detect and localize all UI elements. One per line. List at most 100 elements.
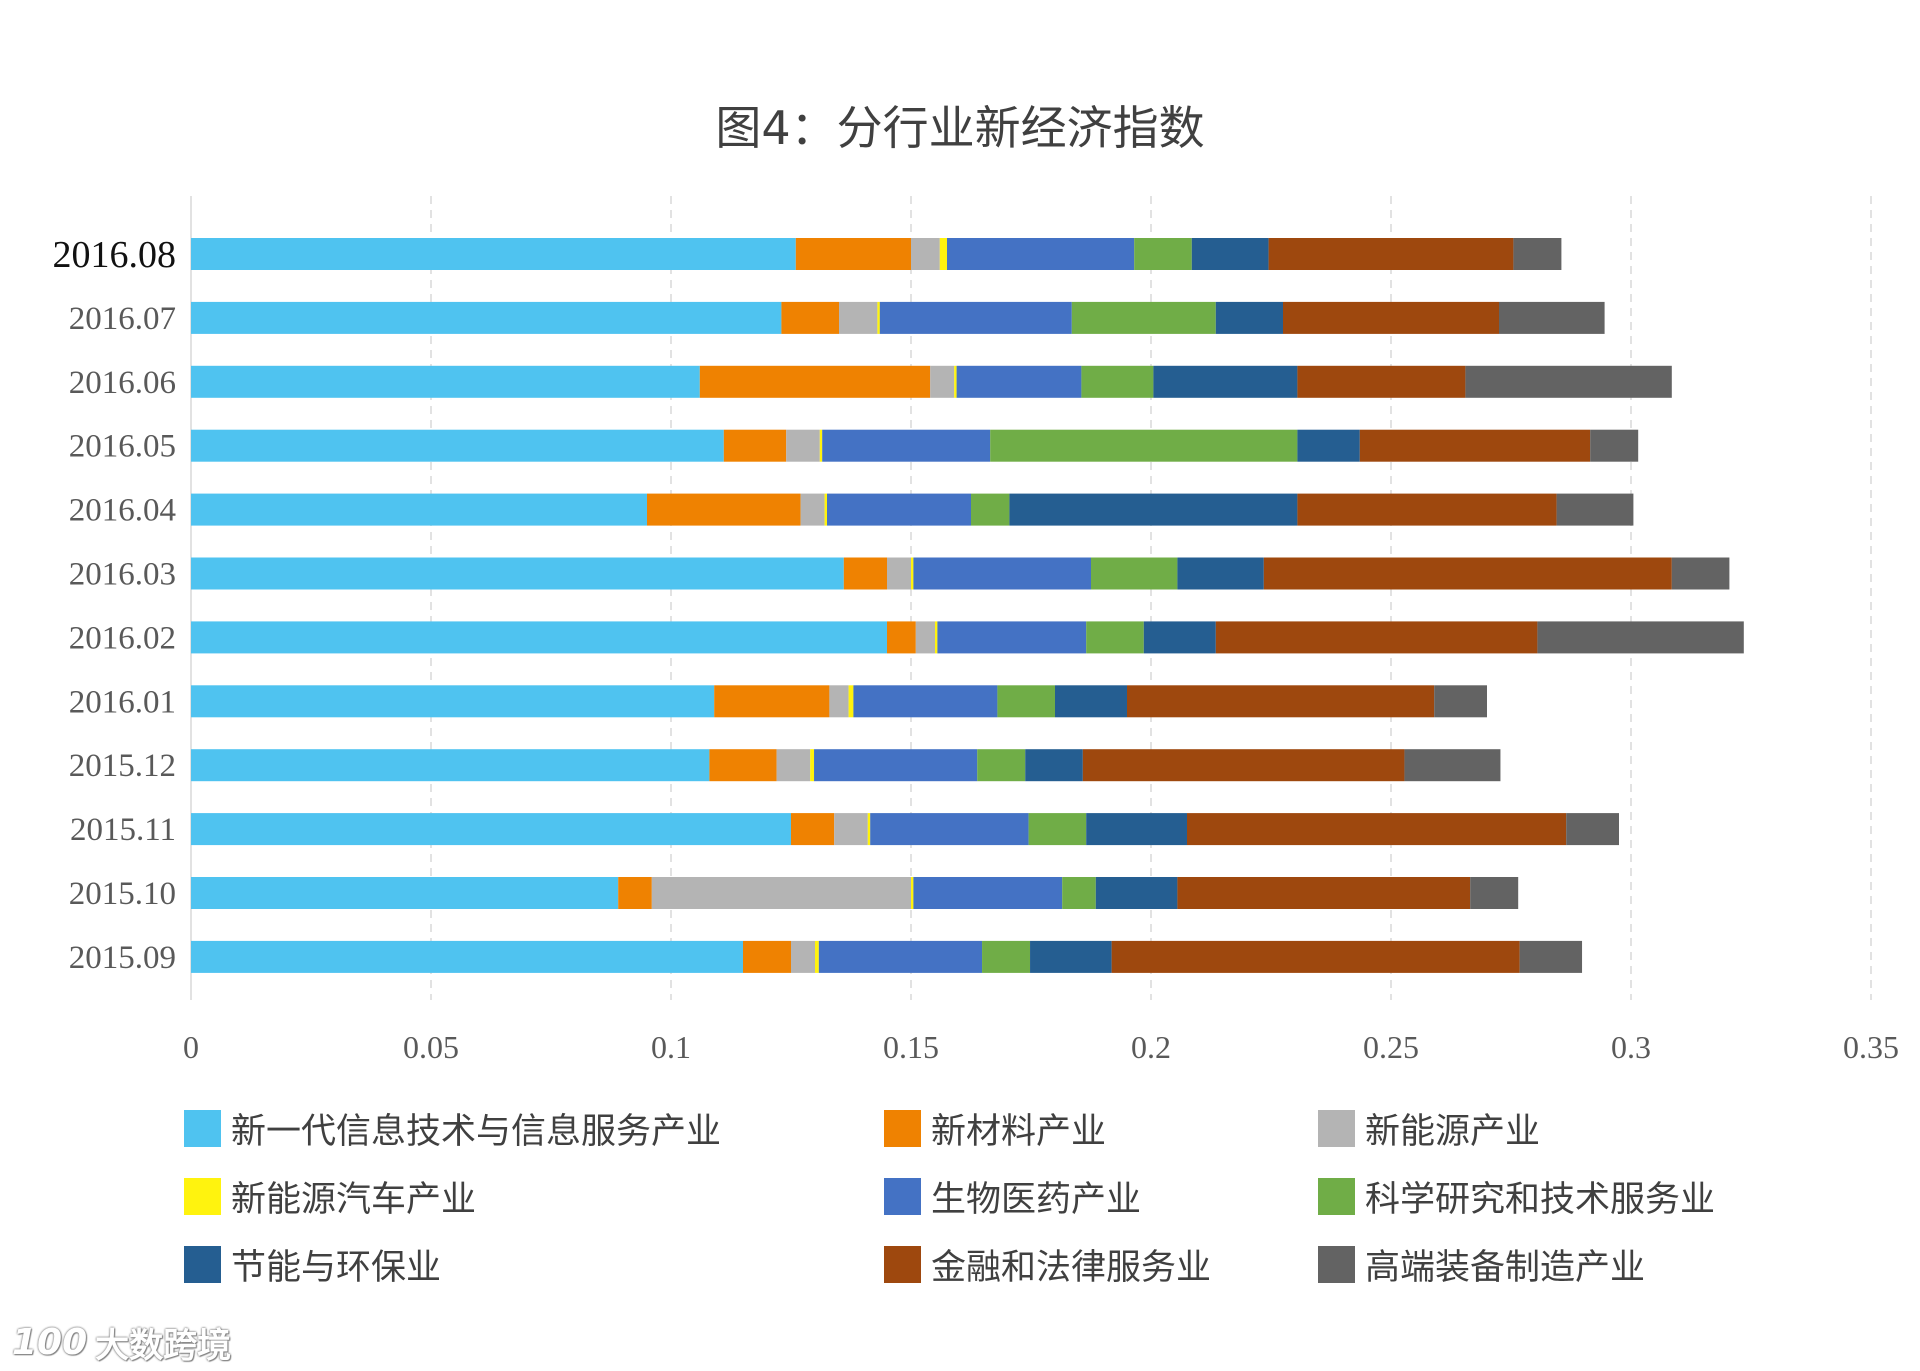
bar-segment — [1086, 621, 1144, 654]
bar-segment — [1111, 940, 1520, 973]
bar-segment — [1556, 493, 1634, 526]
legend-item: 新一代信息技术与信息服务产业 — [184, 1108, 721, 1152]
legend-item: 新材料产业 — [884, 1108, 1106, 1152]
legend-swatch — [1318, 1245, 1355, 1283]
bar-segment — [954, 365, 957, 398]
bar-segment — [781, 301, 839, 334]
category-label: 2016.05 — [69, 429, 176, 465]
legend-swatch — [884, 1177, 921, 1215]
x-tick-label: 0.3 — [1611, 1029, 1651, 1065]
category-label: 2015.09 — [69, 940, 176, 976]
bar-segment — [843, 557, 887, 590]
legend-label: 节能与环保业 — [231, 1247, 442, 1288]
watermark-logo: 100 — [12, 1322, 88, 1363]
category-label: 2015.12 — [69, 748, 176, 784]
bar-segment — [647, 493, 801, 526]
bar-segment — [1297, 493, 1557, 526]
legend-label: 新材料产业 — [931, 1111, 1107, 1152]
x-tick-label: 0.35 — [1843, 1029, 1899, 1065]
bar-segment — [911, 557, 914, 590]
bar-segment — [1671, 557, 1730, 590]
category-label: 2016.02 — [69, 620, 176, 656]
bar-segment — [982, 940, 1031, 973]
legend-swatch — [884, 1245, 921, 1283]
bar-segment — [1513, 238, 1562, 270]
bar-segment — [915, 621, 935, 654]
legend-swatch — [184, 1245, 221, 1283]
bar-segment — [827, 493, 971, 526]
bar-segment — [1071, 301, 1216, 334]
bar-segment — [191, 493, 647, 526]
bar-segment — [1297, 429, 1360, 462]
category-label: 2016.01 — [69, 684, 176, 720]
legend-item: 生物医药产业 — [884, 1176, 1141, 1220]
bar-segment — [1153, 365, 1298, 398]
legend-item: 新能源产业 — [1318, 1108, 1540, 1152]
bar-segment — [930, 365, 955, 398]
bar-segment — [1177, 877, 1471, 909]
bar-segment — [800, 493, 825, 526]
x-tick-label: 0 — [183, 1029, 199, 1065]
category-label: 2016.06 — [69, 365, 176, 401]
bar-segment — [1519, 940, 1583, 973]
bar-segment — [839, 301, 878, 334]
bar-segment — [1283, 301, 1499, 334]
bar-segment — [939, 238, 947, 270]
bar-segment — [1062, 877, 1096, 909]
bar-segment — [786, 429, 820, 462]
bar-segment — [977, 749, 1026, 782]
bar-segment — [1177, 557, 1264, 590]
bar-segment — [819, 429, 823, 462]
bar-segment — [191, 940, 743, 973]
category-label: 2016.04 — [69, 493, 176, 529]
bar-segment — [1215, 621, 1538, 654]
bar-segment — [1030, 940, 1112, 973]
legend-label: 金融和法律服务业 — [931, 1247, 1212, 1288]
legend-label: 高端装备制造产业 — [1365, 1247, 1646, 1288]
bar-segment — [1091, 557, 1178, 590]
bar-segment — [1055, 685, 1127, 718]
bar-segment — [935, 621, 938, 654]
bar-segment — [879, 301, 1072, 334]
x-tick-label: 0.2 — [1131, 1029, 1171, 1065]
bar-segment — [1187, 813, 1567, 846]
bar-segment — [776, 749, 811, 782]
bar-segment — [191, 365, 700, 398]
legend-swatch — [1318, 1177, 1355, 1215]
bar-segment — [990, 429, 1298, 462]
category-label: 2016.03 — [69, 557, 176, 593]
legend-swatch — [184, 1177, 221, 1215]
bar-segment — [1434, 685, 1487, 718]
bar-segment — [191, 557, 844, 590]
bar-segment — [191, 685, 715, 718]
bar-segment — [971, 493, 1010, 526]
chart-title: 图4：分行业新经济指数 — [715, 101, 1205, 155]
bar-segment — [795, 238, 911, 270]
bar-segment — [723, 429, 787, 462]
bar-segment — [810, 749, 815, 782]
legend-label: 新一代信息技术与信息服务产业 — [231, 1111, 722, 1152]
bar-segment — [1009, 493, 1298, 526]
bar-segment — [191, 749, 710, 782]
category-label: 2015.10 — [69, 876, 176, 912]
legend-label: 科学研究和技术服务业 — [1365, 1179, 1716, 1220]
legend-item: 高端装备制造产业 — [1318, 1244, 1645, 1288]
bar-segment — [814, 749, 978, 782]
bar-segment — [1465, 365, 1672, 398]
x-tick-label: 0.15 — [883, 1029, 939, 1065]
bar-segment — [191, 238, 796, 270]
bar-segment — [1081, 365, 1154, 398]
bar-segment — [1590, 429, 1639, 462]
bar-segment — [947, 238, 1135, 270]
bar-segment — [1028, 813, 1087, 846]
bar-segment — [699, 365, 931, 398]
bar-segment — [651, 877, 911, 909]
bar-segment — [1297, 365, 1466, 398]
bar-segment — [870, 813, 1029, 846]
bar-segment — [815, 940, 819, 973]
bar-segment — [1537, 621, 1744, 654]
bar-segment — [911, 877, 914, 909]
bar-segment — [913, 877, 1063, 909]
bar-segment — [709, 749, 777, 782]
